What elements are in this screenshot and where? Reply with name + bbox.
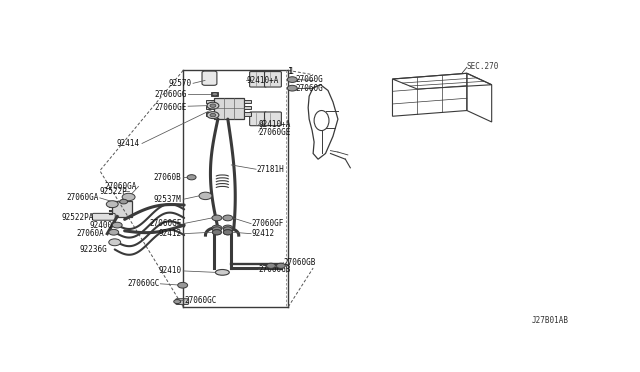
Text: 1: 1	[288, 67, 293, 76]
Circle shape	[109, 239, 121, 246]
Circle shape	[112, 222, 122, 228]
Text: SEC.270: SEC.270	[467, 62, 499, 71]
Text: 27060GB: 27060GB	[284, 258, 316, 267]
Bar	[112, 201, 132, 217]
Text: 27060GE: 27060GE	[259, 128, 291, 137]
Text: 92412: 92412	[251, 229, 275, 238]
Text: 27060GA: 27060GA	[67, 193, 99, 202]
Circle shape	[202, 194, 209, 198]
Text: 92236G: 92236G	[79, 245, 108, 254]
Circle shape	[266, 263, 275, 268]
Bar	[244, 106, 251, 109]
Circle shape	[223, 215, 233, 221]
FancyBboxPatch shape	[250, 71, 266, 87]
Text: 27060GG: 27060GG	[154, 90, 187, 99]
Circle shape	[223, 230, 232, 235]
Circle shape	[287, 77, 297, 83]
Circle shape	[112, 241, 118, 244]
Text: 92522PA: 92522PA	[61, 214, 94, 222]
FancyBboxPatch shape	[92, 214, 115, 220]
Circle shape	[212, 215, 222, 221]
Circle shape	[207, 102, 219, 109]
Ellipse shape	[216, 269, 229, 275]
Text: 27060G: 27060G	[296, 75, 323, 84]
Circle shape	[207, 112, 219, 119]
Circle shape	[287, 85, 297, 91]
Text: 92414: 92414	[116, 139, 140, 148]
Bar	[244, 100, 251, 103]
Text: 92410+A: 92410+A	[246, 76, 278, 85]
Circle shape	[223, 230, 232, 235]
Circle shape	[212, 225, 222, 231]
Circle shape	[178, 282, 188, 288]
Text: 27181H: 27181H	[256, 165, 284, 174]
Circle shape	[122, 193, 135, 201]
Text: 1: 1	[289, 67, 294, 76]
Bar	[211, 92, 218, 96]
Circle shape	[109, 230, 118, 235]
Circle shape	[212, 93, 218, 96]
Text: 27060G: 27060G	[296, 84, 323, 93]
Bar	[207, 106, 214, 109]
Circle shape	[276, 263, 285, 268]
Text: 27060B: 27060B	[154, 173, 182, 182]
Text: 27060GF: 27060GF	[149, 219, 182, 228]
Text: 92570: 92570	[168, 79, 191, 88]
Text: 92522P: 92522P	[99, 187, 127, 196]
Circle shape	[223, 225, 233, 231]
Circle shape	[187, 175, 196, 180]
Text: 27060GC: 27060GC	[127, 279, 159, 288]
Circle shape	[210, 104, 216, 108]
Bar	[244, 112, 251, 116]
Text: 92410+A: 92410+A	[259, 121, 291, 129]
Text: 27060GC: 27060GC	[184, 296, 216, 305]
Text: 27060A: 27060A	[76, 229, 104, 238]
Text: 92412: 92412	[159, 229, 182, 238]
FancyBboxPatch shape	[176, 299, 189, 304]
Circle shape	[212, 230, 221, 235]
Circle shape	[212, 230, 221, 235]
FancyBboxPatch shape	[264, 71, 282, 87]
Circle shape	[223, 227, 232, 232]
Text: 27060GF: 27060GF	[251, 219, 284, 228]
Circle shape	[173, 299, 180, 304]
Text: 92400: 92400	[89, 221, 112, 230]
Circle shape	[199, 192, 212, 200]
Bar	[207, 112, 214, 116]
FancyBboxPatch shape	[264, 112, 282, 126]
Text: 27060GA: 27060GA	[105, 182, 137, 191]
Text: 27060GE: 27060GE	[154, 103, 187, 112]
Text: 92410: 92410	[159, 266, 182, 275]
Text: 27060GB: 27060GB	[259, 265, 291, 274]
FancyBboxPatch shape	[202, 71, 217, 85]
Circle shape	[120, 199, 127, 204]
Circle shape	[212, 227, 221, 232]
Text: 92537M: 92537M	[154, 195, 182, 204]
Circle shape	[106, 201, 118, 208]
FancyBboxPatch shape	[250, 112, 266, 126]
Bar	[207, 100, 214, 103]
Circle shape	[210, 113, 216, 117]
Bar	[214, 97, 244, 119]
Text: J27B01AB: J27B01AB	[532, 316, 568, 326]
